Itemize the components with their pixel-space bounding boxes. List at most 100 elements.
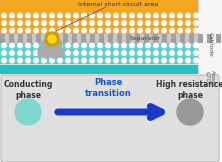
Circle shape <box>50 43 54 48</box>
Circle shape <box>106 43 110 48</box>
Bar <box>198 34 202 43</box>
Text: Anode
(LTO): Anode (LTO) <box>205 70 215 86</box>
Circle shape <box>106 28 110 33</box>
Bar <box>144 34 149 43</box>
Circle shape <box>74 21 78 25</box>
Circle shape <box>146 28 150 33</box>
Bar <box>180 34 184 43</box>
Circle shape <box>74 43 78 48</box>
Circle shape <box>122 13 126 18</box>
Circle shape <box>130 21 134 25</box>
Bar <box>54 34 59 43</box>
Circle shape <box>42 43 46 48</box>
Circle shape <box>45 32 59 46</box>
Bar <box>36 34 40 43</box>
Circle shape <box>18 51 22 55</box>
Bar <box>117 34 121 43</box>
Circle shape <box>82 58 86 63</box>
Text: Phase
transition: Phase transition <box>85 78 131 98</box>
Circle shape <box>178 28 182 33</box>
Circle shape <box>114 51 118 55</box>
Circle shape <box>186 51 190 55</box>
Circle shape <box>130 51 134 55</box>
Circle shape <box>74 58 78 63</box>
Circle shape <box>138 43 142 48</box>
Text: Internal short circuit area: Internal short circuit area <box>78 1 158 6</box>
Bar <box>81 34 85 43</box>
Circle shape <box>42 51 46 55</box>
Circle shape <box>10 58 14 63</box>
Circle shape <box>74 13 78 18</box>
Circle shape <box>162 58 166 63</box>
Bar <box>0 64 198 74</box>
Circle shape <box>194 28 198 33</box>
Circle shape <box>130 43 134 48</box>
Circle shape <box>146 58 150 63</box>
Bar <box>0 34 198 43</box>
Circle shape <box>178 43 182 48</box>
Bar <box>0 34 4 43</box>
Bar <box>153 34 157 43</box>
Circle shape <box>38 49 46 57</box>
Circle shape <box>122 51 126 55</box>
Circle shape <box>178 58 182 63</box>
Circle shape <box>122 58 126 63</box>
Circle shape <box>146 51 150 55</box>
Circle shape <box>90 13 94 18</box>
Circle shape <box>98 13 102 18</box>
Text: High resistance
phase: High resistance phase <box>156 80 222 100</box>
Circle shape <box>2 43 6 48</box>
Circle shape <box>114 58 118 63</box>
Circle shape <box>162 43 166 48</box>
Circle shape <box>42 40 50 48</box>
Circle shape <box>54 40 62 48</box>
Circle shape <box>50 50 58 58</box>
Circle shape <box>15 99 41 125</box>
Circle shape <box>162 51 166 55</box>
Circle shape <box>2 13 6 18</box>
Circle shape <box>114 21 118 25</box>
Circle shape <box>10 51 14 55</box>
Circle shape <box>26 58 30 63</box>
Circle shape <box>34 28 38 33</box>
Circle shape <box>98 51 102 55</box>
Circle shape <box>138 28 142 33</box>
Bar <box>189 34 194 43</box>
Circle shape <box>130 13 134 18</box>
Circle shape <box>26 28 30 33</box>
Bar <box>72 34 77 43</box>
Circle shape <box>90 58 94 63</box>
Circle shape <box>194 13 198 18</box>
Circle shape <box>66 51 70 55</box>
Circle shape <box>194 43 198 48</box>
Circle shape <box>154 28 158 33</box>
Circle shape <box>42 58 46 63</box>
Circle shape <box>138 13 142 18</box>
Circle shape <box>18 21 22 25</box>
Bar <box>108 34 113 43</box>
Bar <box>126 34 131 43</box>
Circle shape <box>194 58 198 63</box>
Circle shape <box>58 13 62 18</box>
Circle shape <box>82 21 86 25</box>
Bar <box>90 34 95 43</box>
Circle shape <box>170 58 174 63</box>
Text: Conducting
phase: Conducting phase <box>3 80 53 100</box>
Circle shape <box>194 51 198 55</box>
Circle shape <box>50 21 54 25</box>
Circle shape <box>170 51 174 55</box>
Circle shape <box>40 45 48 53</box>
Circle shape <box>170 28 174 33</box>
Circle shape <box>10 21 14 25</box>
Circle shape <box>18 43 22 48</box>
Circle shape <box>90 21 94 25</box>
Circle shape <box>42 13 46 18</box>
Circle shape <box>186 43 190 48</box>
Circle shape <box>138 51 142 55</box>
Circle shape <box>58 28 62 33</box>
Circle shape <box>178 13 182 18</box>
Bar <box>162 34 166 43</box>
Bar <box>63 34 67 43</box>
Circle shape <box>122 21 126 25</box>
Circle shape <box>26 13 30 18</box>
